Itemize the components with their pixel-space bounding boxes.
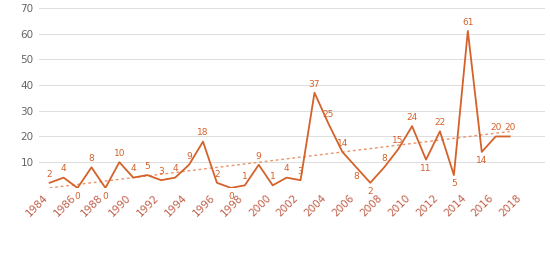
Text: 8: 8 [89, 154, 95, 163]
Text: 14: 14 [476, 156, 487, 165]
Text: 3: 3 [298, 167, 304, 176]
Text: 5: 5 [144, 162, 150, 171]
Text: 0: 0 [75, 192, 80, 201]
Text: 9: 9 [256, 152, 262, 161]
Text: 8: 8 [381, 154, 387, 163]
Text: 2: 2 [47, 170, 52, 179]
Text: 4: 4 [61, 164, 67, 174]
Text: 37: 37 [309, 80, 320, 88]
Text: 2: 2 [367, 187, 373, 196]
Text: 11: 11 [420, 164, 432, 173]
Text: 15: 15 [392, 136, 404, 145]
Text: 1: 1 [242, 172, 248, 181]
Text: 22: 22 [434, 118, 446, 127]
Text: 4: 4 [130, 164, 136, 174]
Text: 10: 10 [114, 149, 125, 158]
Text: 0: 0 [102, 192, 108, 201]
Text: 14: 14 [337, 139, 348, 148]
Text: 4: 4 [284, 164, 289, 174]
Text: 0: 0 [228, 192, 234, 201]
Text: 8: 8 [354, 171, 359, 181]
Text: 24: 24 [406, 113, 417, 122]
Text: 25: 25 [323, 110, 334, 120]
Text: 61: 61 [462, 18, 474, 27]
Text: 20: 20 [490, 123, 502, 132]
Text: 3: 3 [158, 167, 164, 176]
Text: 9: 9 [186, 152, 192, 161]
Text: 20: 20 [504, 123, 515, 132]
Text: 1: 1 [270, 172, 276, 181]
Text: 4: 4 [172, 164, 178, 174]
Text: 18: 18 [197, 128, 209, 138]
Text: 5: 5 [451, 179, 456, 188]
Text: 2: 2 [214, 170, 220, 179]
